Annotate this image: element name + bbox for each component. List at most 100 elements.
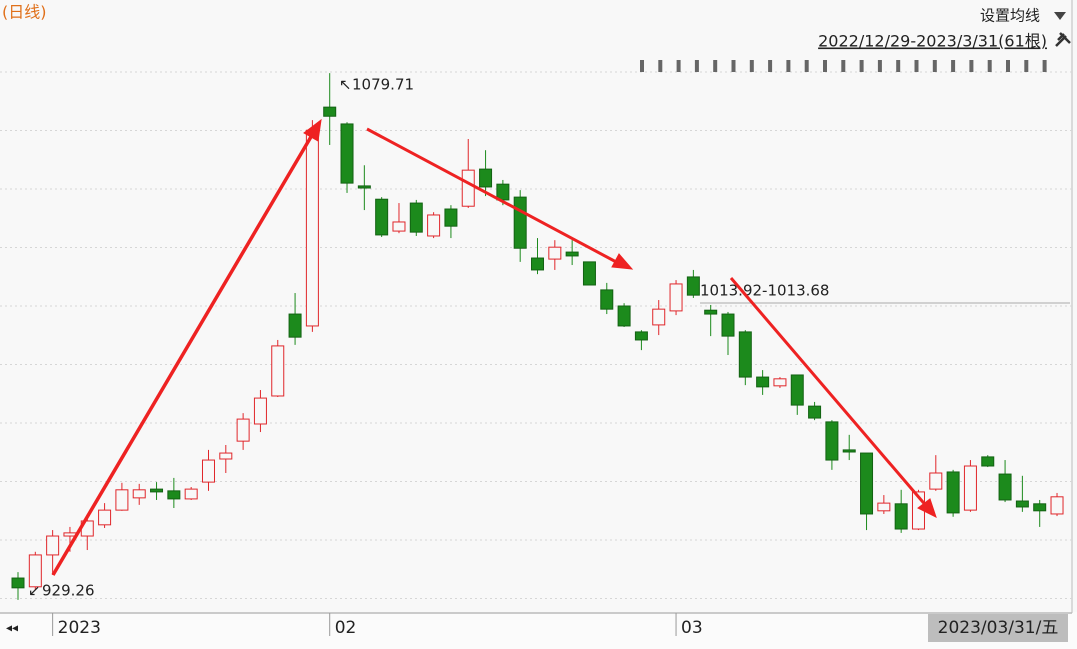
candle-body <box>721 313 735 337</box>
candle-body <box>496 183 510 201</box>
candle-body <box>427 214 441 237</box>
marker <box>768 60 773 72</box>
marker <box>841 60 846 72</box>
candle-body <box>877 502 891 512</box>
axis-strip <box>0 612 1077 649</box>
candle-body <box>894 503 908 530</box>
candle-body <box>617 305 631 327</box>
pin-icon[interactable] <box>1055 32 1071 47</box>
marker <box>731 60 736 72</box>
marker <box>987 60 992 72</box>
candle-body <box>600 289 614 310</box>
range-label[interactable]: 2022/12/29-2023/3/31(61根) <box>818 32 1047 51</box>
candle-body <box>98 509 112 526</box>
candle-body <box>340 123 354 184</box>
candle-body <box>998 473 1012 501</box>
marker <box>640 60 644 72</box>
candle-body <box>756 376 770 388</box>
marker <box>694 60 699 72</box>
candle-body <box>531 257 545 271</box>
candle-body <box>323 106 337 117</box>
candle-body <box>929 472 943 490</box>
candle-body <box>1050 496 1064 515</box>
candle-body <box>392 221 406 232</box>
candle-body <box>46 535 60 556</box>
candle-body <box>253 397 267 425</box>
candle-body <box>738 331 752 378</box>
candle-body <box>686 276 700 296</box>
candle-body <box>409 202 423 233</box>
candle-body <box>548 246 562 260</box>
candle-body <box>582 261 596 286</box>
candle-body <box>150 488 164 493</box>
chart-title: (日线) <box>2 3 47 22</box>
marker <box>749 60 754 72</box>
marker <box>786 60 791 72</box>
candle-body <box>305 129 319 327</box>
candle-body <box>271 345 285 397</box>
marker-row <box>640 60 1047 72</box>
candle-body <box>1033 503 1047 512</box>
candle-body <box>236 418 250 442</box>
candle-body <box>184 488 198 500</box>
marker <box>676 60 681 72</box>
marker <box>859 60 864 72</box>
marker <box>658 60 663 72</box>
marker <box>877 60 882 72</box>
candle-body <box>219 452 233 460</box>
marker <box>914 60 919 72</box>
grid <box>0 71 1072 599</box>
range-annotation: 1013.92-1013.68 <box>700 282 829 300</box>
ma-menu[interactable]: 设置均线 <box>980 7 1040 25</box>
high-label: 1079.71 <box>352 76 414 94</box>
candle-body <box>167 490 181 500</box>
candle-body <box>115 489 129 511</box>
candle-body <box>790 374 804 406</box>
candle-body <box>479 168 493 188</box>
x-tick-label: 2023 <box>58 618 101 638</box>
candle-body <box>825 421 839 461</box>
candle-body <box>288 313 302 338</box>
marker <box>951 60 956 72</box>
candle-body <box>513 196 527 249</box>
candle-body <box>1015 500 1029 508</box>
marker <box>896 60 901 72</box>
candle-body <box>669 283 683 312</box>
marker <box>1024 60 1029 72</box>
marker <box>823 60 827 72</box>
candle-body <box>946 471 960 514</box>
candle-body <box>444 208 458 227</box>
marker <box>1006 60 1010 72</box>
candle-body <box>634 331 648 341</box>
candle-body <box>375 198 389 236</box>
candle-body <box>842 449 856 453</box>
candle-body <box>808 405 822 419</box>
low-label: 929.26 <box>42 582 95 600</box>
candle-body <box>357 185 371 189</box>
candle-body <box>461 169 475 207</box>
candles <box>11 73 1064 600</box>
marker <box>1042 60 1047 72</box>
scroll-left[interactable]: ◂◂ <box>6 621 18 635</box>
x-tick-label: 02 <box>335 618 357 638</box>
candle-body <box>704 309 718 315</box>
menu-arrow[interactable] <box>1054 12 1066 20</box>
candle-body <box>652 308 666 326</box>
marker <box>932 60 937 72</box>
low-arrow: ↙ <box>28 582 41 600</box>
candle-body <box>565 251 579 257</box>
candle-body <box>201 459 215 483</box>
marker <box>969 60 974 72</box>
candle-body <box>63 532 77 537</box>
x-tick-label: 03 <box>681 618 703 638</box>
candle-body <box>860 452 874 515</box>
candle-body <box>963 465 977 511</box>
cursor-date-box <box>928 614 1068 642</box>
annotation-arrows <box>51 118 937 576</box>
marker <box>713 60 718 72</box>
candle-body <box>11 577 25 589</box>
cursor-date: 2023/03/31/五 <box>938 618 1059 638</box>
marker <box>804 60 809 72</box>
